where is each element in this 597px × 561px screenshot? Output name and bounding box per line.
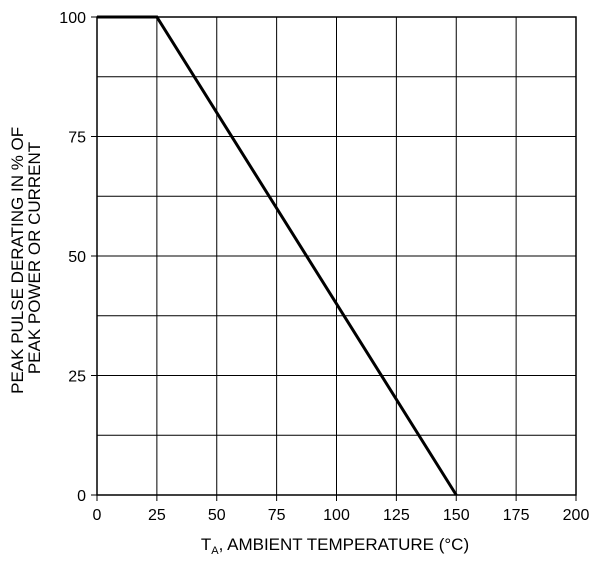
- tick-label-layer: 0 25 50 75 100 125 150 175 200 0 25 50 75 100: [59, 10, 589, 524]
- x-tick-label: 0: [93, 507, 102, 524]
- frame-layer: [91, 16, 577, 501]
- x-tick-label: 150: [443, 507, 470, 524]
- x-tick-label: 200: [563, 507, 590, 524]
- x-tick-label: 50: [208, 507, 226, 524]
- y-axis-label-line-1: PEAK PULSE DERATING IN % OF: [8, 127, 27, 394]
- x-axis-label-subscript: A: [211, 545, 219, 556]
- x-tick-label: 175: [503, 507, 530, 524]
- y-tick-label: 0: [77, 488, 86, 505]
- grid-layer: [97, 17, 576, 495]
- x-axis-label: TA, AMBIENT TEMPERATURE (°C): [201, 535, 469, 556]
- x-axis-label-prefix: T: [201, 535, 211, 554]
- y-tick-label: 100: [59, 10, 86, 27]
- x-axis-label-suffix: , AMBIENT TEMPERATURE (°C): [219, 535, 470, 554]
- x-tick-label: 125: [383, 507, 410, 524]
- x-tick-label: 75: [268, 507, 286, 524]
- y-tick-label: 75: [68, 130, 86, 147]
- y-axis-label-line-2: PEAK POWER OR CURRENT: [25, 142, 44, 374]
- x-tick-label: 25: [148, 507, 166, 524]
- y-tick-label: 50: [68, 249, 86, 266]
- y-tick-label: 25: [68, 369, 86, 386]
- x-tick-label: 100: [323, 507, 350, 524]
- y-axis-label: PEAK PULSE DERATING IN % OF PEAK POWER O…: [8, 122, 44, 394]
